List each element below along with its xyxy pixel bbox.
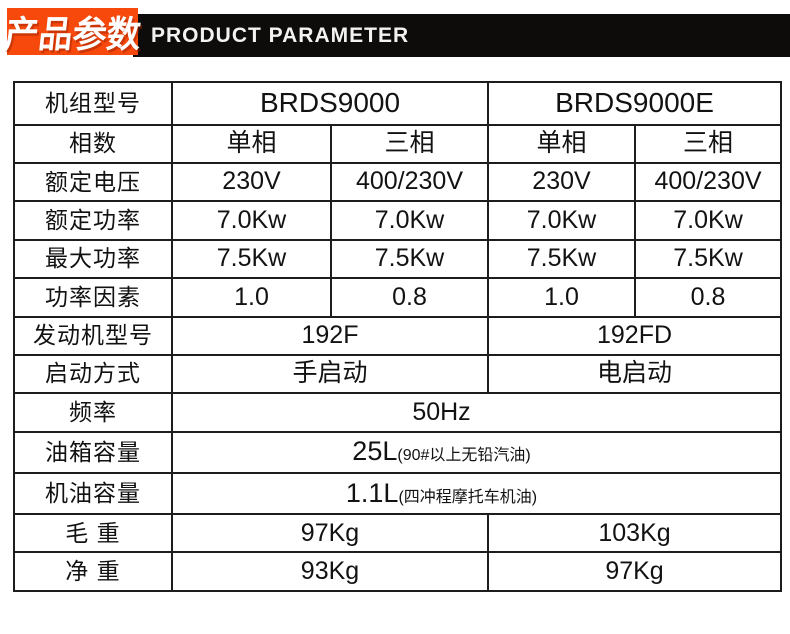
cell-label-rated-voltage: 额定电压 xyxy=(13,162,173,203)
oil-capacity-amount: 1.1L xyxy=(345,477,399,508)
cell-label-model: 机组型号 xyxy=(13,81,173,126)
cell-start-mode-2: 电启动 xyxy=(486,353,783,395)
cell-power-factor-1: 1.0 xyxy=(171,277,332,318)
cell-max-power-2: 7.5Kw xyxy=(330,238,489,280)
cell-power-factor-4: 0.8 xyxy=(633,277,783,318)
cell-engine-model-1: 192F xyxy=(171,315,489,356)
table-row-rated-voltage: 额定电压 230V 400/230V 230V 400/230V xyxy=(13,162,783,203)
cell-power-factor-3: 1.0 xyxy=(487,277,636,318)
cell-label-rated-power: 额定功率 xyxy=(13,200,173,241)
cell-label-frequency: 频率 xyxy=(13,392,173,433)
section-title-bar: PRODUCT PARAMETER xyxy=(133,14,790,57)
product-parameter-table: 机组型号 BRDS9000 BRDS9000E 相数 单相 三相 单相 三相 额… xyxy=(13,81,783,592)
cell-power-factor-2: 0.8 xyxy=(330,277,489,318)
cell-rated-voltage-2: 400/230V xyxy=(330,162,489,203)
cell-label-oil-capacity: 机油容量 xyxy=(13,471,173,516)
table-row-net-weight: 净 重 93Kg 97Kg xyxy=(13,551,783,592)
cell-oil-capacity-value: 1.1L(四冲程摩托车机油) xyxy=(170,471,783,516)
cell-label-fuel-capacity: 油箱容量 xyxy=(13,430,173,474)
cell-gross-weight-2: 103Kg xyxy=(486,513,783,554)
table-row-gross-weight: 毛 重 97Kg 103Kg xyxy=(13,513,783,554)
cell-rated-voltage-3: 230V xyxy=(487,162,636,203)
table-row-start-mode: 启动方式 手启动 电启动 xyxy=(13,353,783,395)
fuel-capacity-amount: 25L xyxy=(352,436,398,467)
section-title-cn: 产品参数 xyxy=(1,14,143,56)
table-row-fuel-capacity: 油箱容量 25L(90#以上无铅汽油) xyxy=(13,430,783,474)
cell-phase-4: 三相 xyxy=(633,123,783,165)
cell-phase-3: 单相 xyxy=(487,123,636,165)
cell-net-weight-2: 97Kg xyxy=(486,551,783,592)
cell-label-net-weight: 净 重 xyxy=(13,551,173,592)
cell-rated-power-1: 7.0Kw xyxy=(171,200,332,241)
cell-phase-1: 单相 xyxy=(171,123,332,165)
fuel-capacity-note: (90#以上无铅汽油) xyxy=(397,447,531,465)
cell-gross-weight-1: 97Kg xyxy=(171,513,489,554)
table-row-rated-power: 额定功率 7.0Kw 7.0Kw 7.0Kw 7.0Kw xyxy=(13,200,783,241)
cell-label-engine-model: 发动机型号 xyxy=(13,315,173,356)
cell-net-weight-1: 93Kg xyxy=(171,551,489,592)
oil-capacity-note: (四冲程摩托车机油) xyxy=(398,488,538,506)
cell-label-start-mode: 启动方式 xyxy=(13,353,173,395)
cell-rated-power-2: 7.0Kw xyxy=(330,200,489,241)
cell-fuel-capacity-value: 25L(90#以上无铅汽油) xyxy=(170,430,783,474)
cell-label-phase: 相数 xyxy=(13,123,173,165)
table-row-frequency: 频率 50Hz xyxy=(13,392,783,433)
cell-max-power-3: 7.5Kw xyxy=(487,238,636,280)
cell-max-power-1: 7.5Kw xyxy=(171,238,332,280)
section-title-badge: 产品参数 xyxy=(2,8,142,56)
cell-engine-model-2: 192FD xyxy=(486,315,783,356)
cell-start-mode-1: 手启动 xyxy=(171,353,489,395)
table-row-max-power: 最大功率 7.5Kw 7.5Kw 7.5Kw 7.5Kw xyxy=(13,238,783,280)
table-row-oil-capacity: 机油容量 1.1L(四冲程摩托车机油) xyxy=(13,471,783,516)
table-row-power-factor: 功率因素 1.0 0.8 1.0 0.8 xyxy=(13,277,783,318)
cell-rated-voltage-1: 230V xyxy=(171,162,332,203)
cell-label-max-power: 最大功率 xyxy=(13,238,173,280)
cell-rated-power-3: 7.0Kw xyxy=(487,200,636,241)
cell-frequency-value: 50Hz xyxy=(170,392,783,433)
cell-model-brds9000: BRDS9000 xyxy=(171,81,489,126)
table-row-phase: 相数 单相 三相 单相 三相 xyxy=(13,123,783,165)
section-title-en: PRODUCT PARAMETER xyxy=(151,23,410,47)
table-row-engine-model: 发动机型号 192F 192FD xyxy=(13,315,783,356)
cell-label-power-factor: 功率因素 xyxy=(13,277,173,318)
cell-phase-2: 三相 xyxy=(330,123,489,165)
cell-model-brds9000e: BRDS9000E xyxy=(486,81,783,126)
cell-rated-power-4: 7.0Kw xyxy=(633,200,783,241)
cell-rated-voltage-4: 400/230V xyxy=(633,162,783,203)
table-row-model: 机组型号 BRDS9000 BRDS9000E xyxy=(13,81,783,126)
cell-max-power-4: 7.5Kw xyxy=(633,238,783,280)
cell-label-gross-weight: 毛 重 xyxy=(13,513,173,554)
